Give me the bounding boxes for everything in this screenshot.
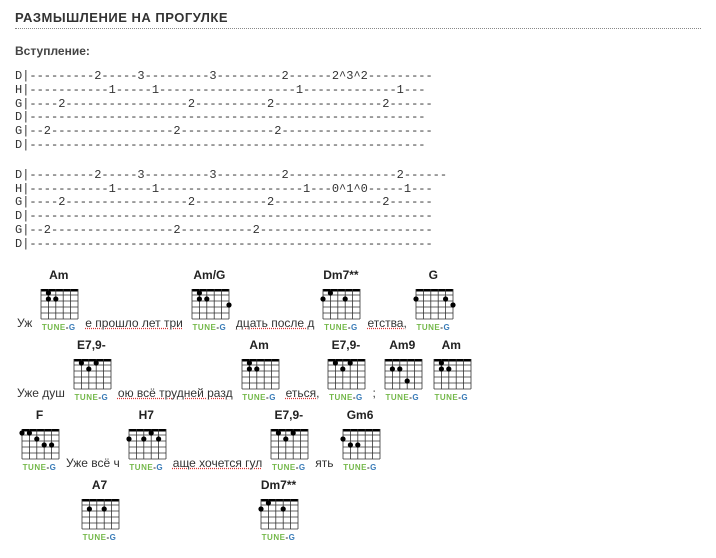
chord-block: Dm7** TUNE-G bbox=[318, 268, 363, 332]
lyric-fragment: Уже всё ч bbox=[66, 456, 120, 470]
tuneg-label: TUNE-G bbox=[338, 463, 383, 472]
chord-block: Am/G TUNE-G bbox=[187, 268, 232, 332]
chord-name: Dm7** bbox=[318, 268, 363, 282]
chord-block: Am TUNE-G bbox=[36, 268, 81, 332]
chord-block: Dm7** TUNE-G bbox=[256, 478, 301, 542]
chord-name: Am9 bbox=[380, 338, 425, 352]
chord-block: H7 TUNE-G bbox=[124, 408, 169, 472]
lyric-row: УжAmTUNE-Gе прошло лет триAm/GTUNE-Gдцат… bbox=[15, 268, 701, 332]
chord-name: Am/G bbox=[187, 268, 232, 282]
tuneg-label: TUNE-G bbox=[77, 533, 122, 542]
chord-name: G bbox=[411, 268, 456, 282]
tuneg-label: TUNE-G bbox=[411, 323, 456, 332]
lyric-fragment: етства, bbox=[367, 316, 406, 330]
chord-name: E7,9- bbox=[69, 338, 114, 352]
lyric-fragment: ; bbox=[372, 386, 375, 400]
lyric-fragment: Уж bbox=[17, 316, 32, 330]
tuneg-label: TUNE-G bbox=[323, 393, 368, 402]
lyric-fragment: е прошло лет три bbox=[85, 316, 183, 330]
tuneg-label: TUNE-G bbox=[256, 533, 301, 542]
lyric-fragment: еться, bbox=[286, 386, 320, 400]
tuneg-label: TUNE-G bbox=[380, 393, 425, 402]
chord-block: E7,9- TUNE-G bbox=[69, 338, 114, 402]
tuneg-label: TUNE-G bbox=[266, 463, 311, 472]
tab-block-2: D|---------2-----3---------3---------2--… bbox=[15, 169, 701, 252]
intro-label: Вступление: bbox=[15, 44, 701, 58]
chord-name: Am bbox=[36, 268, 81, 282]
chord-name: Gm6 bbox=[338, 408, 383, 422]
tuneg-label: TUNE-G bbox=[318, 323, 363, 332]
chord-name: E7,9- bbox=[266, 408, 311, 422]
tuneg-label: TUNE-G bbox=[124, 463, 169, 472]
chord-name: E7,9- bbox=[323, 338, 368, 352]
lyric-row: Уже душ E7,9- TUNE-G ою всё трудней разд Am T… bbox=[15, 338, 701, 402]
tuneg-label: TUNE-G bbox=[237, 393, 282, 402]
chord-block: A7 TUNE-G bbox=[77, 478, 122, 542]
lyric-fragment: дцать после д bbox=[236, 316, 315, 330]
chord-block: Gm6 TUNE-G bbox=[338, 408, 383, 472]
chord-block: E7,9- TUNE-G bbox=[266, 408, 311, 472]
chord-name: Dm7** bbox=[256, 478, 301, 492]
lyric-fragment: ою всё трудней разд bbox=[118, 386, 233, 400]
chord-name: H7 bbox=[124, 408, 169, 422]
lyric-fragment: аще хочется гул bbox=[173, 456, 263, 470]
lyric-row: A7 TUNE-G Dm7** TUNE-G bbox=[15, 478, 701, 542]
tuneg-label: TUNE-G bbox=[429, 393, 474, 402]
chord-name: Am bbox=[237, 338, 282, 352]
chord-block: E7,9- TUNE-G bbox=[323, 338, 368, 402]
chord-block: Am TUNE-G bbox=[237, 338, 282, 402]
song-title: РАЗМЫШЛЕНИЕ НА ПРОГУЛКЕ bbox=[15, 10, 701, 29]
tuneg-label: TUNE-G bbox=[17, 463, 62, 472]
lyric-fragment: Уже душ bbox=[17, 386, 65, 400]
chord-block: G TUNE-G bbox=[411, 268, 456, 332]
chord-block: F TUNE-G bbox=[17, 408, 62, 472]
lyric-row: FTUNE-GУже всё чH7TUNE-Gаще хочется гулE… bbox=[15, 408, 701, 472]
chord-block: Am9 TUNE-G bbox=[380, 338, 425, 402]
tuneg-label: TUNE-G bbox=[36, 323, 81, 332]
chord-name: A7 bbox=[77, 478, 122, 492]
chord-block: Am TUNE-G bbox=[429, 338, 474, 402]
chord-lyrics-area: УжAmTUNE-Gе прошло лет триAm/GTUNE-Gдцат… bbox=[15, 268, 701, 542]
tab-block-1: D|---------2-----3---------3---------2--… bbox=[15, 70, 701, 153]
tuneg-label: TUNE-G bbox=[69, 393, 114, 402]
chord-name: Am bbox=[429, 338, 474, 352]
lyric-fragment: ять bbox=[315, 456, 333, 470]
tuneg-label: TUNE-G bbox=[187, 323, 232, 332]
chord-name: F bbox=[17, 408, 62, 422]
